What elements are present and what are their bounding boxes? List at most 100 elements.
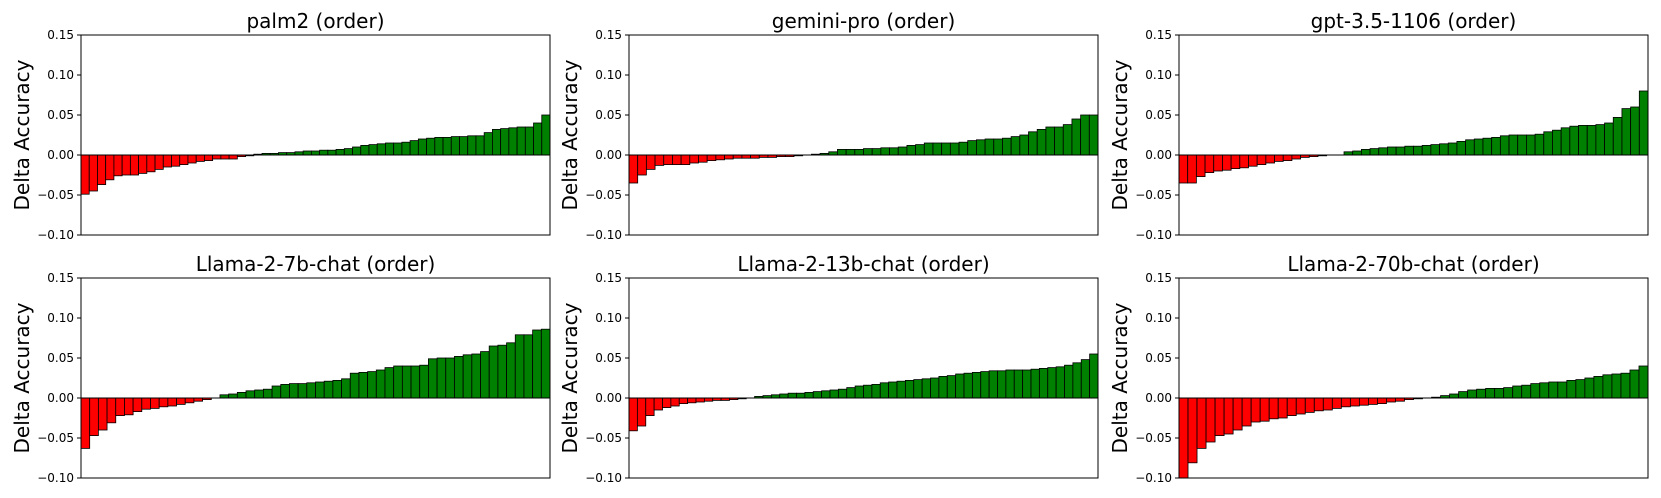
- bar: [89, 397, 99, 436]
- bar: [1543, 131, 1553, 156]
- bar: [846, 387, 856, 399]
- subplot-3: gpt-3.5-1106 (order) Delta Accuracy 0.15 0.…: [1108, 9, 1649, 242]
- bar: [1503, 387, 1514, 399]
- bar: [915, 144, 925, 156]
- bar: [1349, 397, 1360, 407]
- bar: [1005, 369, 1015, 399]
- bar: [837, 388, 848, 399]
- bar: [419, 364, 429, 399]
- bar: [1521, 384, 1532, 399]
- y-tick-label: −0.05: [37, 188, 74, 202]
- bar: [1286, 397, 1297, 417]
- y-tick-label: 0.15: [595, 271, 622, 285]
- bar: [426, 137, 436, 156]
- bar: [236, 391, 247, 399]
- bar: [1313, 397, 1324, 412]
- bar: [845, 148, 856, 156]
- bar: [1548, 381, 1559, 399]
- bar: [1259, 397, 1270, 422]
- chart-title: Llama-2-7b-chat (order): [196, 252, 436, 276]
- bar: [1204, 154, 1215, 174]
- bar: [980, 371, 990, 399]
- bar: [1499, 135, 1510, 156]
- bar: [1560, 127, 1571, 156]
- bar: [367, 371, 377, 399]
- bar: [352, 146, 362, 156]
- bar: [97, 154, 107, 186]
- bar: [302, 150, 312, 156]
- bar: [1352, 150, 1362, 156]
- bar: [997, 370, 1007, 399]
- bar: [1530, 383, 1541, 399]
- bar: [1213, 154, 1223, 172]
- bar: [488, 345, 499, 399]
- bar: [993, 138, 1003, 156]
- bar: [804, 391, 814, 399]
- bar: [1250, 397, 1261, 423]
- plot-frame: [80, 34, 551, 236]
- bar: [670, 397, 680, 407]
- bar: [1439, 143, 1449, 156]
- bar: [150, 397, 160, 409]
- bar: [1241, 397, 1252, 427]
- y-tick-label: 0.05: [1145, 351, 1172, 365]
- bar: [1473, 138, 1484, 156]
- bar: [863, 148, 873, 156]
- bar: [955, 373, 965, 399]
- y-tick-label: 0.15: [47, 28, 74, 42]
- bar: [645, 154, 656, 170]
- bar: [879, 382, 890, 399]
- bar: [687, 397, 697, 404]
- y-tick-label: −0.10: [37, 471, 74, 485]
- y-tick-label: −0.05: [1135, 431, 1172, 445]
- bar: [1368, 397, 1378, 405]
- subplot-2: gemini-pro (order) Delta Accuracy 0.15 0.10…: [558, 9, 1099, 242]
- plot-frame: [628, 277, 1099, 479]
- bar: [958, 141, 969, 156]
- bar: [212, 154, 222, 160]
- y-tick-label: 0.10: [1145, 68, 1172, 82]
- bar: [821, 390, 831, 399]
- bar: [459, 136, 469, 156]
- bar: [1526, 134, 1536, 156]
- bar: [906, 144, 917, 156]
- bar: [967, 140, 977, 156]
- y-tick-label: 0.00: [47, 391, 74, 405]
- bar: [695, 397, 705, 403]
- bar: [1187, 154, 1197, 184]
- y-tick-label: 0.10: [595, 68, 622, 82]
- bar: [401, 141, 411, 156]
- bar: [1508, 134, 1519, 156]
- bar: [1387, 146, 1397, 156]
- bar: [636, 397, 647, 427]
- bar: [1178, 154, 1189, 184]
- bar: [779, 393, 789, 399]
- bar: [1467, 389, 1478, 399]
- subplot-5: Llama-2-13b-chat (order) Delta Accuracy 0.…: [558, 252, 1099, 485]
- bar: [409, 140, 419, 156]
- bar: [341, 378, 351, 399]
- bar: [1036, 128, 1047, 156]
- y-tick-label: 0.05: [47, 108, 74, 122]
- bar: [871, 148, 882, 156]
- chart-title: Llama-2-13b-chat (order): [737, 252, 989, 276]
- y-tick-label: −0.10: [585, 228, 622, 242]
- bar: [319, 149, 329, 156]
- bar: [1586, 125, 1597, 156]
- bar: [921, 378, 931, 399]
- y-tick-label: 0.10: [595, 311, 622, 325]
- bar: [1584, 377, 1595, 399]
- bar: [132, 397, 143, 413]
- bar: [1447, 142, 1458, 156]
- y-tick-label: 0.00: [595, 391, 622, 405]
- bar: [837, 148, 847, 156]
- bar: [1602, 374, 1613, 399]
- bar: [393, 365, 403, 399]
- bar: [138, 154, 148, 174]
- bar: [654, 154, 665, 166]
- bar: [1449, 393, 1459, 399]
- y-axis-label: Delta Accuracy: [1108, 302, 1132, 453]
- bar: [1239, 154, 1249, 169]
- bar: [1430, 144, 1440, 156]
